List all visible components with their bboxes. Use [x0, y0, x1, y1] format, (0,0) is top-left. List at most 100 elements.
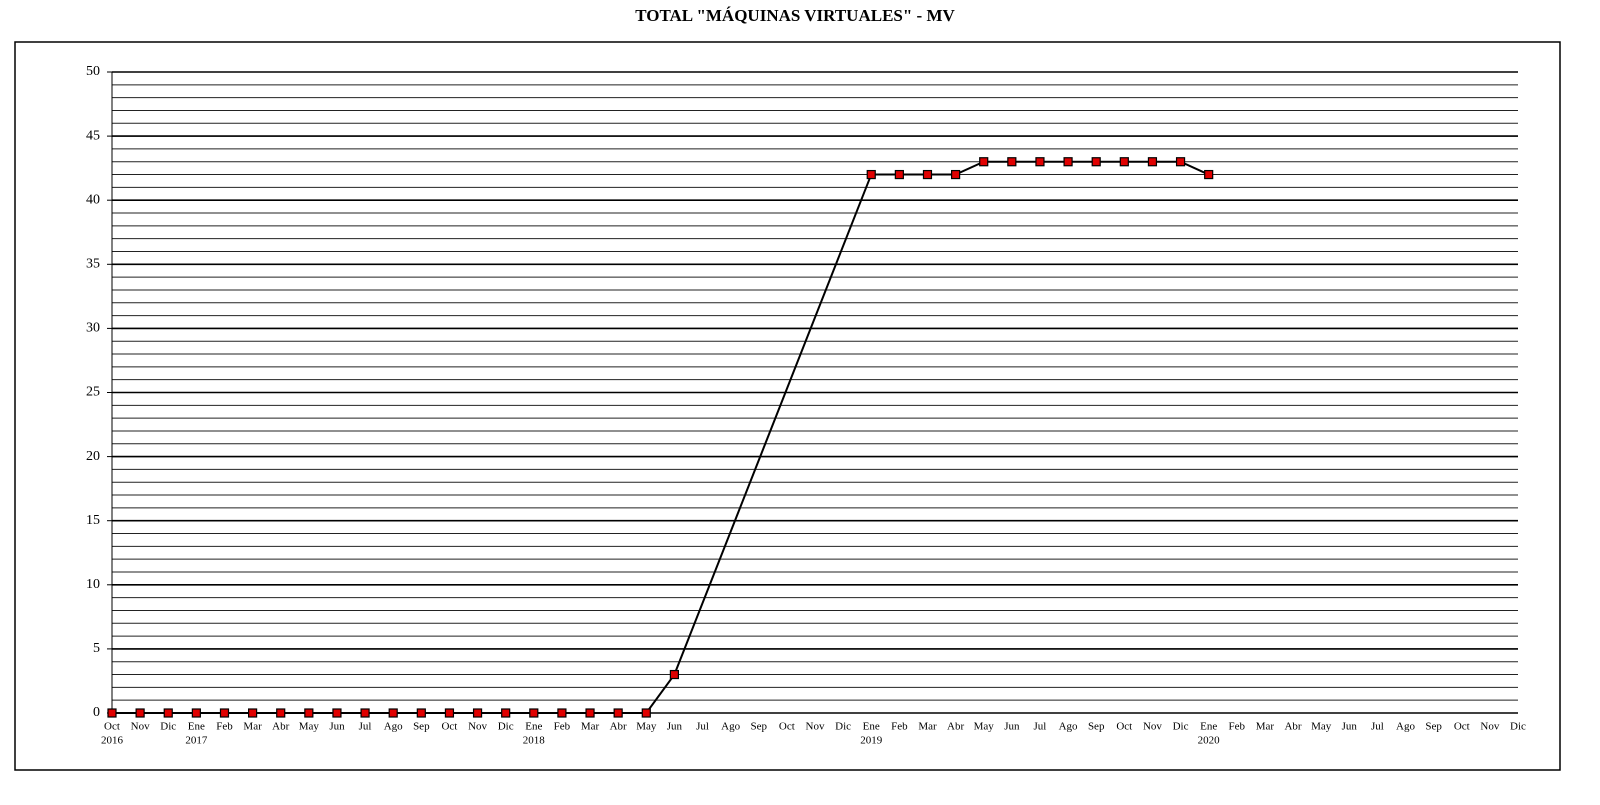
marker — [557, 708, 567, 718]
marker — [444, 708, 455, 718]
x-tick-label: Jun — [667, 721, 683, 733]
marker — [219, 708, 230, 718]
x-tick-label: Nov — [468, 721, 487, 733]
y-tick-label: 30 — [86, 321, 100, 336]
marker — [1035, 157, 1045, 167]
x-tick-label: Mar — [581, 721, 600, 733]
marker — [163, 708, 173, 718]
marker — [248, 708, 258, 718]
marker — [979, 157, 989, 167]
x-tick-label: Feb — [554, 721, 571, 733]
x-tick-label: Jul — [1371, 721, 1384, 733]
x-tick-label: Jul — [359, 721, 372, 733]
marker — [950, 169, 961, 180]
x-tick-label: Ene — [863, 721, 880, 733]
y-tick-label: 20 — [86, 449, 100, 464]
x-tick-label: Abr — [947, 721, 964, 733]
x-tick-label: Oct — [779, 721, 795, 733]
x-tick-label: Dic — [1173, 721, 1189, 733]
x-tick-label: Nov — [1480, 721, 1499, 733]
x-tick-label: Dic — [160, 721, 176, 733]
x-tick-label: Feb — [891, 721, 908, 733]
marker — [191, 708, 201, 718]
x-tick-label: Oct — [1454, 721, 1470, 733]
marker — [1175, 157, 1186, 167]
x-tick-label: Feb — [1229, 721, 1246, 733]
marker — [360, 708, 370, 718]
marker — [501, 708, 511, 718]
x-tick-label: Ago — [384, 721, 403, 733]
marker — [529, 708, 539, 718]
x-tick-label: Jun — [329, 721, 345, 733]
marker — [669, 669, 680, 680]
chart-title: TOTAL "MÁQUINAS VIRTUALES" - MV — [635, 6, 955, 25]
marker — [866, 169, 876, 180]
x-tick-label: Abr — [1284, 721, 1301, 733]
marker — [1007, 157, 1017, 167]
x-tick-label: May — [1311, 721, 1332, 733]
x-tick-label: Ene — [525, 721, 542, 733]
x-tick-label: Nov — [806, 721, 825, 733]
x-tick-label: Ago — [721, 721, 740, 733]
x-tick-label: Ene — [188, 721, 205, 733]
y-tick-label: 5 — [93, 641, 100, 656]
marker — [1204, 169, 1214, 180]
x-tick-label: Jul — [696, 721, 709, 733]
marker — [922, 169, 933, 180]
marker — [276, 708, 286, 718]
x-year-label: 2017 — [185, 735, 208, 747]
x-tick-label: Ene — [1200, 721, 1217, 733]
marker — [613, 708, 623, 718]
marker — [135, 708, 145, 718]
chart-frame — [14, 41, 1561, 771]
marker — [332, 708, 342, 718]
y-tick-label: 40 — [86, 192, 100, 207]
x-tick-label: Dic — [498, 721, 514, 733]
marker — [416, 708, 426, 718]
x-tick-label: Sep — [1425, 721, 1442, 733]
marker — [304, 708, 314, 718]
x-tick-label: Nov — [1143, 721, 1162, 733]
x-tick-label: Jul — [1034, 721, 1047, 733]
marker — [107, 708, 117, 718]
x-tick-label: Abr — [272, 721, 289, 733]
x-tick-label: Sep — [413, 721, 430, 733]
x-tick-label: Dic — [835, 721, 851, 733]
x-tick-label: Abr — [610, 721, 627, 733]
x-tick-label: Mar — [243, 721, 262, 733]
y-tick-label: 10 — [86, 577, 100, 592]
y-tick-label: 35 — [86, 257, 100, 272]
x-tick-label: Ago — [1396, 721, 1415, 733]
x-tick-label: Jun — [1004, 721, 1020, 733]
x-year-label: 2019 — [860, 735, 883, 747]
y-tick-label: 45 — [86, 128, 100, 143]
x-tick-label: May — [636, 721, 657, 733]
marker — [1063, 157, 1073, 167]
y-tick-label: 50 — [86, 64, 100, 79]
marker — [894, 169, 904, 180]
x-tick-label: Oct — [441, 721, 457, 733]
x-tick-label: May — [299, 721, 320, 733]
x-tick-label: Sep — [1088, 721, 1105, 733]
x-tick-label: Ago — [1059, 721, 1078, 733]
x-year-label: 2018 — [523, 735, 546, 747]
marker — [472, 708, 483, 718]
x-tick-label: Oct — [1116, 721, 1132, 733]
gap-connector — [673, 174, 873, 675]
marker — [1091, 157, 1101, 167]
marker — [388, 708, 398, 718]
marker — [585, 708, 595, 718]
x-tick-label: Oct — [104, 721, 120, 733]
x-tick-label: Dic — [1510, 721, 1526, 733]
x-tick-label: Mar — [1256, 721, 1275, 733]
y-tick-label: 0 — [93, 705, 100, 720]
x-tick-label: Nov — [131, 721, 150, 733]
x-tick-label: Feb — [216, 721, 233, 733]
x-tick-label: Jun — [1342, 721, 1358, 733]
x-tick-label: Mar — [918, 721, 937, 733]
x-tick-label: May — [974, 721, 995, 733]
marker — [1147, 157, 1158, 167]
y-tick-label: 15 — [86, 513, 100, 528]
